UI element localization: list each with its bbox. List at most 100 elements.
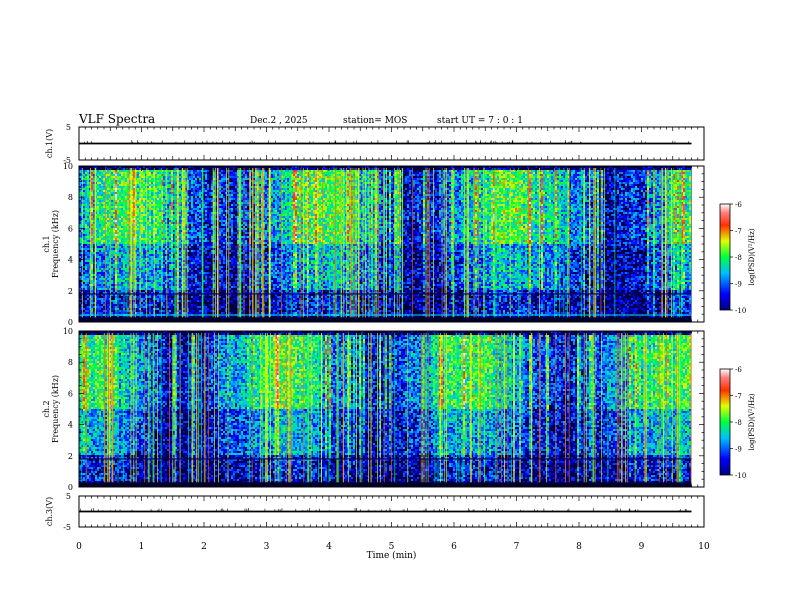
spectrogram-cell: [641, 174, 643, 176]
spectrogram-cell: [669, 196, 671, 198]
spectrogram-cell: [93, 194, 95, 196]
spectrogram-cell: [141, 172, 143, 174]
spectrogram-cell: [597, 186, 599, 188]
spectrogram-cell: [415, 194, 417, 196]
spectrogram-cell: [147, 194, 149, 196]
spectrogram-cell: [635, 180, 637, 182]
spectrogram-cell: [637, 176, 639, 178]
spectrogram-cell: [671, 196, 673, 198]
spectrogram-cell: [275, 182, 277, 184]
spectrogram-cell: [689, 170, 691, 172]
spectrogram-cell: [287, 172, 289, 174]
spectrogram-cell: [431, 192, 433, 194]
spectrogram-cell: [145, 182, 147, 184]
spectrogram-cell: [673, 180, 675, 182]
spectrogram-cell: [235, 198, 237, 200]
spectrogram-cell: [171, 198, 173, 200]
spectrogram-cell: [359, 194, 361, 196]
spectrogram-cell: [99, 184, 101, 186]
spectrogram-cell: [491, 198, 493, 200]
spectrogram-cell: [211, 182, 213, 184]
spectrogram-cell: [219, 190, 221, 192]
spectrogram-cell: [413, 174, 415, 176]
spectrogram-cell: [677, 168, 679, 170]
spectrogram-cell: [91, 186, 93, 188]
spectrogram-cell: [293, 200, 295, 202]
spectrogram-cell: [257, 168, 259, 170]
spectrogram-cell: [519, 192, 521, 194]
spectrogram-cell: [165, 170, 167, 172]
spectrogram-cell: [391, 186, 393, 188]
spectrogram-cell: [373, 178, 375, 180]
spectrogram-cell: [357, 198, 359, 200]
spectrogram-cell: [565, 170, 567, 172]
spectrogram-cell: [467, 200, 469, 202]
spectrogram-cell: [449, 194, 451, 196]
spectrogram-cell: [501, 170, 503, 172]
spectrogram-cell: [187, 198, 189, 200]
spectrogram-cell: [173, 180, 175, 182]
spectrogram-cell: [83, 186, 85, 188]
spectrogram-cell: [515, 192, 517, 194]
spectrogram-cell: [683, 174, 685, 176]
spectrogram-cell: [119, 182, 121, 184]
spectrogram-cell: [115, 182, 117, 184]
spectrogram-cell: [409, 178, 411, 180]
spectrogram-cell: [175, 188, 177, 190]
spectrogram-cell: [351, 188, 353, 190]
spectrogram-cell: [647, 194, 649, 196]
spectrogram-cell: [627, 174, 629, 176]
spectrogram-cell: [287, 190, 289, 192]
spectrogram-cell: [621, 198, 623, 200]
spectrogram-cell: [197, 170, 199, 172]
spectrogram-cell: [221, 196, 223, 198]
spectrogram-cell: [381, 170, 383, 172]
spectrogram-cell: [319, 200, 321, 202]
spectrogram-cell: [377, 182, 379, 184]
spectrogram-cell: [685, 196, 687, 198]
spectrogram-cell: [327, 176, 329, 178]
spectrogram-cell: [161, 176, 163, 178]
spectrogram-cell: [641, 184, 643, 186]
spectrogram-cell: [619, 184, 621, 186]
spectrogram-cell: [671, 194, 673, 196]
spectrogram-cell: [533, 174, 535, 176]
spectrogram-cell: [103, 194, 105, 196]
spectrogram-cell: [399, 178, 401, 180]
spectrogram-cell: [671, 192, 673, 194]
spectrogram-cell: [375, 174, 377, 176]
spectrogram-cell: [321, 198, 323, 200]
spectrogram-cell: [497, 196, 499, 198]
spectrogram-cell: [267, 194, 269, 196]
spectrogram-cell: [489, 172, 491, 174]
spectrogram-cell: [399, 184, 401, 186]
spectrogram-cell: [299, 196, 301, 198]
spectrogram-cell: [235, 176, 237, 178]
spectrogram-cell: [169, 182, 171, 184]
spectrogram-cell: [523, 194, 525, 196]
spectrogram-cell: [299, 186, 301, 188]
spectrogram-cell: [311, 176, 313, 178]
spectrogram-cell: [367, 186, 369, 188]
spectrogram-cell: [359, 170, 361, 172]
spectrogram-cell: [657, 198, 659, 200]
spectrogram-cell: [451, 188, 453, 190]
spectrogram-cell: [487, 174, 489, 176]
spectrogram-cell: [531, 198, 533, 200]
spectrogram-cell: [481, 196, 483, 198]
spectrogram-cell: [663, 194, 665, 196]
spectrogram-cell: [371, 194, 373, 196]
spectrogram-cell: [287, 170, 289, 172]
spectrogram-cell: [293, 182, 295, 184]
spectrogram-cell: [537, 176, 539, 178]
spectrogram-cell: [93, 172, 95, 174]
spectrogram-cell: [125, 186, 127, 188]
spectrogram-cell: [381, 176, 383, 178]
spectrogram-cell: [163, 182, 165, 184]
spectrogram-cell: [365, 172, 367, 174]
spectrogram-cell: [149, 198, 151, 200]
spectrogram-cell: [233, 172, 235, 174]
spectrogram-cell: [633, 188, 635, 190]
spectrogram-cell: [451, 196, 453, 198]
spectrogram-cell: [449, 200, 451, 202]
